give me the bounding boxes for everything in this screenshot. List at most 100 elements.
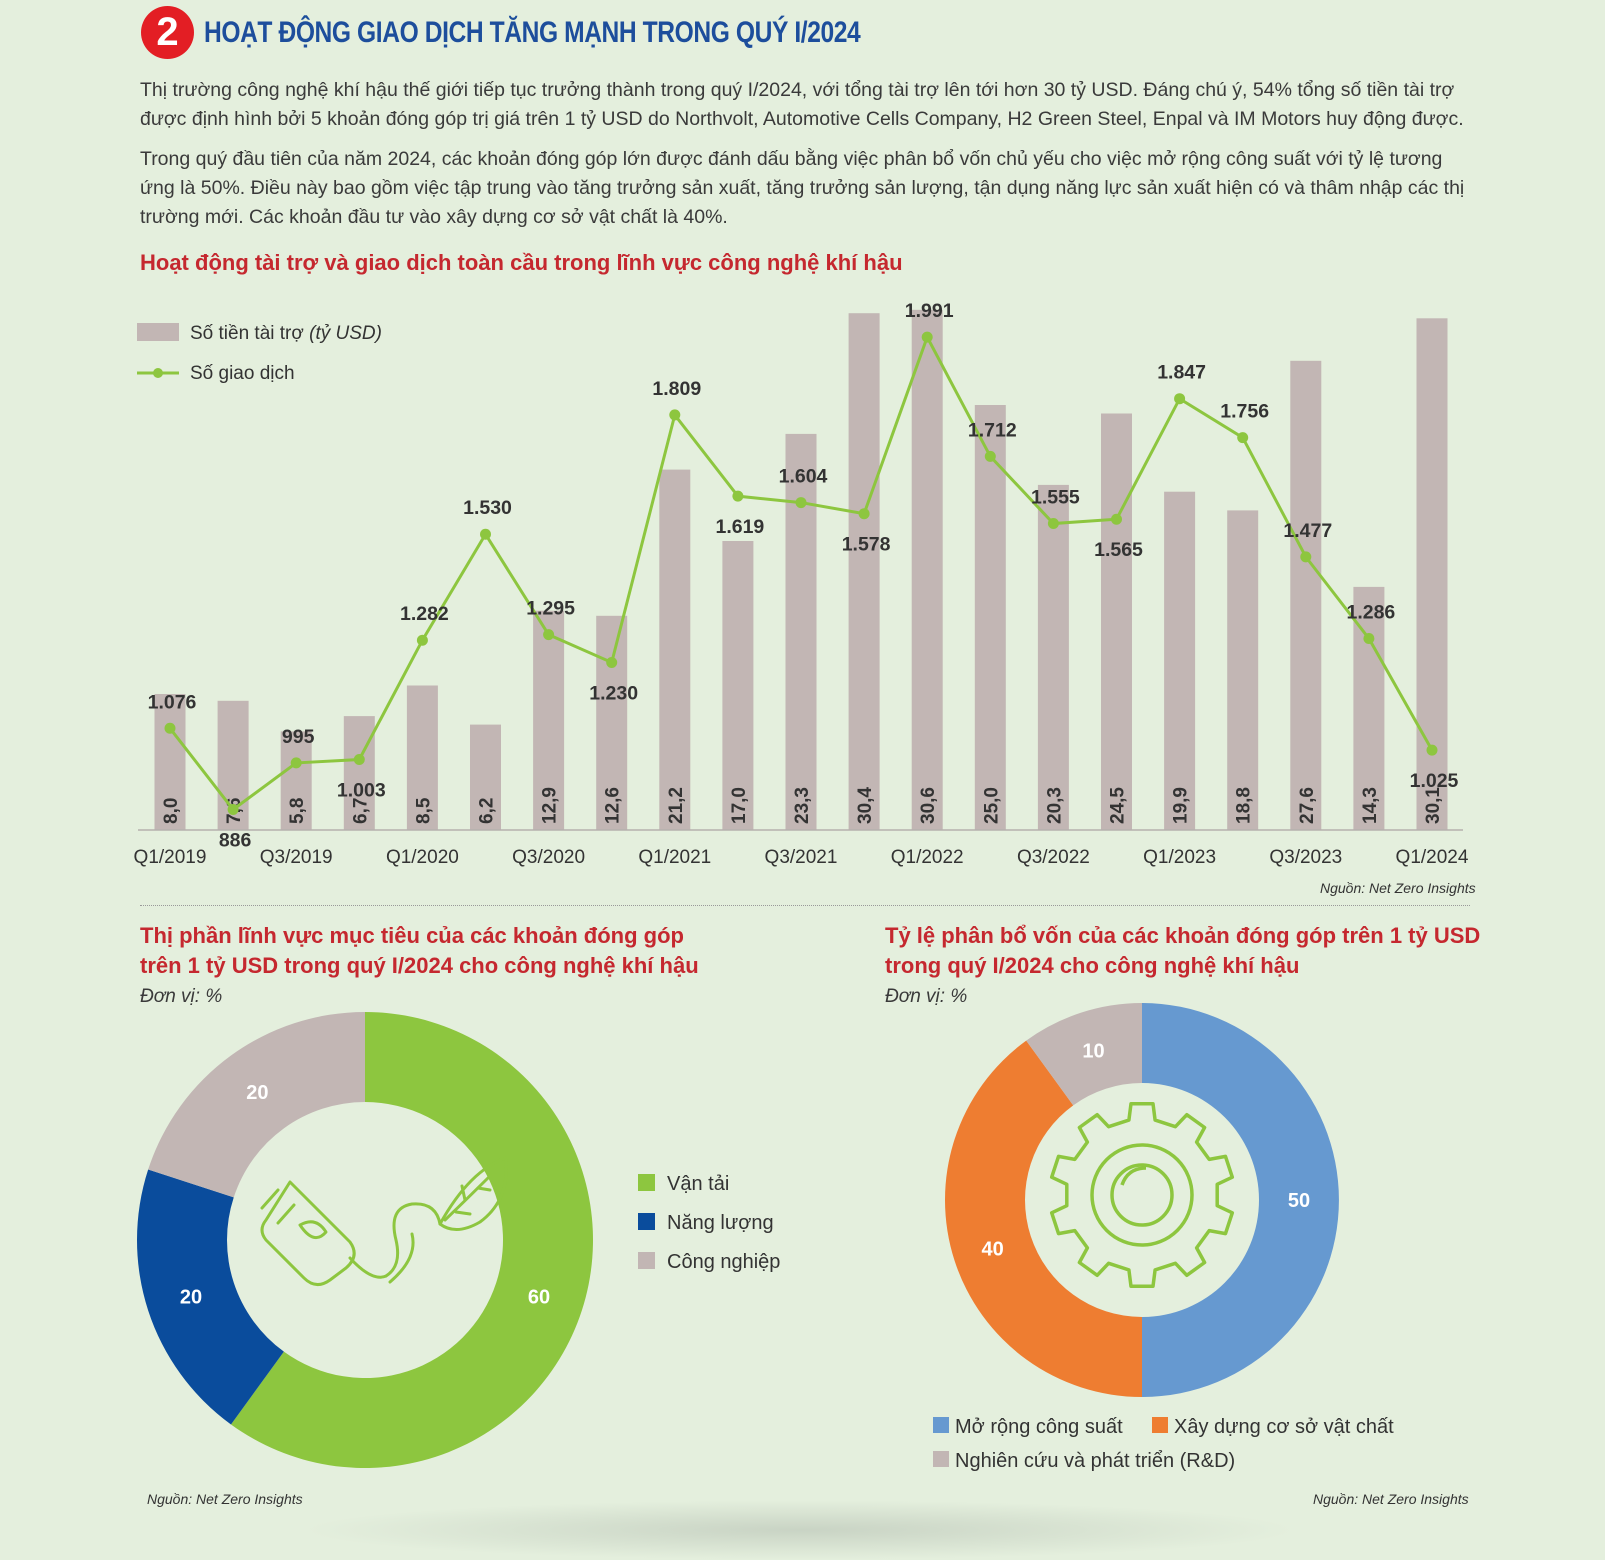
bar-value-label: 19,9 (1171, 787, 1192, 824)
bar-value-label: 12,6 (603, 787, 624, 824)
deals-point (1047, 518, 1059, 530)
deals-value-label: 886 (219, 830, 252, 852)
legend-label-bar: Số tiền tài trợ (tỷ USD) (190, 323, 382, 344)
deals-point (353, 754, 365, 765)
bar (1290, 360, 1322, 830)
bar-value-label: 18,8 (1234, 787, 1255, 824)
deals-value-label: 1.565 (1094, 539, 1143, 561)
donut-slice (137, 1169, 284, 1425)
deals-point (1237, 432, 1249, 444)
deals-value-label: 1.555 (1031, 487, 1080, 509)
bar-value-label: 17,0 (729, 787, 750, 824)
pie2-title-line1: Tỷ lệ phân bổ vốn của các khoản đóng góp… (885, 923, 1481, 948)
bar (974, 405, 1006, 830)
bar-value-label: 24,5 (1108, 787, 1129, 824)
combo-legend: Số tiền tài trợ (tỷ USD) Số giao dịch (137, 323, 382, 384)
bar-value-label: 12,9 (540, 787, 561, 824)
slice-value-label: 40 (982, 1239, 1004, 1261)
deals-value-label: 1.025 (1410, 770, 1459, 792)
bar (596, 615, 628, 830)
slice-value-label: 20 (180, 1287, 202, 1309)
deals-point (732, 490, 744, 502)
x-tick-label: Q3/2022 (1017, 847, 1090, 868)
donut-slice (1142, 1003, 1339, 1397)
deals-value-label: 1.604 (779, 466, 828, 488)
combo-chart-source: Nguồn: Net Zero Insights (1320, 880, 1476, 896)
intro-paragraph-1: Thị trường công nghệ khí hậu thế giới ti… (140, 79, 1464, 130)
deals-point (480, 528, 491, 540)
x-tick-label: Q3/2023 (1269, 847, 1342, 868)
deals-value-label: 1.530 (463, 497, 512, 519)
gear-icon (1049, 1101, 1235, 1289)
legend-label: Năng lượng (667, 1212, 774, 1234)
combo-chart-title: Hoạt động tài trợ và giao dịch toàn cầu … (140, 250, 903, 275)
pie1-source: Nguồn: Net Zero Insights (147, 1491, 303, 1507)
deals-point (1174, 393, 1186, 405)
bar-value-label: 30,4 (855, 787, 876, 824)
deals-value-label: 1.756 (1220, 401, 1269, 423)
deals-value-label: 1.578 (842, 534, 891, 556)
x-tick-label: Q3/2019 (260, 847, 333, 868)
bar-value-label: 6,7 (350, 798, 371, 824)
deals-value-label: 1.619 (715, 516, 764, 538)
bar (659, 469, 691, 830)
combo-chart: Số tiền tài trợ (tỷ USD) Số giao dịch 8,… (134, 300, 1469, 868)
capital-allocation-donut-chart: 50 40 10 Mở rộng công suất Xây dựng cơ sở v… (933, 1003, 1394, 1472)
legend-swatch (638, 1213, 655, 1230)
legend-swatch-dot (153, 368, 163, 378)
legend-swatch (933, 1451, 949, 1467)
slice-value-label: 20 (246, 1082, 268, 1104)
deals-value-label: 1.076 (148, 691, 197, 713)
deals-point (858, 508, 870, 520)
section-header: 2 HOẠT ĐỘNG GIAO DỊCH TĂNG MẠNH TRONG QU… (141, 5, 1004, 60)
deals-point (1363, 633, 1375, 645)
legend-swatch (1152, 1417, 1168, 1433)
pie1-title-line2: trên 1 tỷ USD trong quý I/2024 cho công … (140, 953, 699, 978)
deals-point (164, 722, 176, 734)
x-tick-label: Q1/2024 (1396, 847, 1469, 868)
donut-slice (230, 1012, 594, 1468)
deals-value-label: 1.809 (652, 378, 701, 400)
legend-swatch (638, 1252, 655, 1269)
bar-value-label: 8,0 (161, 798, 182, 824)
donut-slice (1026, 1003, 1142, 1106)
legend-label-line: Số giao dịch (190, 363, 295, 384)
pie1-unit: Đơn vị: % (140, 986, 223, 1007)
deals-point (416, 634, 428, 646)
deals-value-label: 995 (282, 726, 315, 748)
bar-value-label: 23,3 (792, 787, 813, 824)
deals-point (606, 656, 618, 668)
bar-value-label: 8,5 (413, 797, 434, 824)
bar (1164, 491, 1196, 830)
slice-value-label: 10 (1082, 1041, 1104, 1063)
pie2-source: Nguồn: Net Zero Insights (1313, 1491, 1469, 1507)
x-tick-label: Q1/2021 (638, 847, 711, 868)
bar (1227, 510, 1259, 830)
bar-value-label: 30,6 (918, 787, 939, 824)
deals-value-label: 1.712 (968, 419, 1017, 441)
deals-value-label: 1.991 (905, 300, 954, 322)
pie2-unit: Đơn vị: % (885, 986, 968, 1007)
deals-point (1426, 744, 1438, 756)
bar (785, 433, 817, 830)
bar (1037, 484, 1069, 830)
section-number-badge: 2 (141, 6, 194, 59)
legend-label: Mở rộng công suất (955, 1416, 1123, 1438)
bar-value-label: 27,6 (1297, 787, 1318, 824)
intro-paragraph-2: Trong quý đầu tiên của năm 2024, các kho… (140, 148, 1465, 228)
bar-value-label: 25,0 (981, 787, 1002, 824)
deals-point (1300, 551, 1312, 563)
deals-value-label: 1.295 (526, 598, 575, 620)
pie1-title-line1: Thị phần lĩnh vực mục tiêu của các khoản… (140, 923, 684, 948)
bar-value-label: 20,3 (1044, 787, 1065, 824)
target-sector-donut-chart: 60 20 20 Vận tải Năng lượng Công nghiệp (137, 1012, 780, 1468)
bar (343, 716, 375, 830)
deals-point (795, 497, 807, 509)
bar (470, 724, 501, 830)
x-tick-label: Q1/2023 (1143, 847, 1216, 868)
pie2-title-line2: trong quý I/2024 cho công nghệ khí hậu (885, 953, 1300, 978)
x-tick-label: Q3/2020 (512, 847, 585, 868)
deals-point (543, 629, 555, 641)
x-tick-label: Q1/2019 (134, 847, 207, 868)
section-title: HOẠT ĐỘNG GIAO DỊCH TĂNG MẠNH TRONG QUÝ … (204, 15, 861, 49)
